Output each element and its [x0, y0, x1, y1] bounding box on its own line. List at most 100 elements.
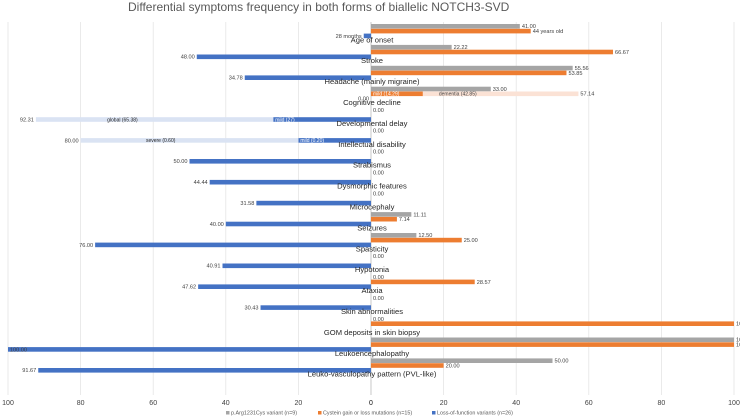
- value-label-arg: 22.22: [454, 45, 468, 51]
- legend-swatch-arg: [226, 411, 230, 415]
- bar-arg: [371, 86, 491, 92]
- segment-label-lof-rest: global (65.38): [107, 117, 138, 123]
- bar-cys: [371, 321, 734, 326]
- bar-arg: [371, 212, 412, 217]
- bar-arg: [371, 233, 417, 238]
- value-label-lof: 91.67: [22, 368, 36, 374]
- bar-lof: [256, 200, 371, 206]
- category-label: Seizures: [357, 223, 387, 232]
- value-label-arg: 100.00: [736, 338, 740, 344]
- gridlines: [7, 22, 735, 395]
- category-label: Age of onset: [351, 35, 395, 44]
- legend-swatch-cys: [318, 411, 322, 415]
- value-label-lof: 76.00: [79, 243, 93, 249]
- value-label-lof: 40.00: [210, 222, 224, 228]
- value-label-arg: 0.00: [373, 129, 384, 135]
- value-label-lof: 34.78: [229, 76, 243, 82]
- bar-lof: [196, 54, 371, 60]
- segment-label-cys: mild (14.29): [373, 92, 400, 98]
- segment-label-lof: mild (27): [275, 117, 295, 123]
- value-label-cys: 100.00: [736, 343, 740, 349]
- value-label-arg: 41.00: [522, 24, 536, 30]
- bar-arg: [371, 337, 734, 343]
- value-label-lof: 92.31: [20, 117, 34, 123]
- value-label-arg: 0.00: [373, 191, 384, 197]
- value-label-arg: 50.00: [555, 359, 569, 365]
- category-label: Hypotonia: [355, 265, 390, 274]
- bars: [8, 24, 734, 373]
- bar-arg: [371, 44, 452, 50]
- x-tick-right: 0: [369, 400, 373, 407]
- segment-label-lof-rest: severe (0.60): [146, 138, 176, 144]
- value-label-lof: 31.58: [240, 201, 254, 207]
- value-label-arg: 0.00: [373, 275, 384, 281]
- x-tick-right: 20: [440, 400, 448, 407]
- value-label-arg: 0.00: [373, 150, 384, 156]
- value-label-arg: 0.00: [373, 254, 384, 260]
- value-label-cys: 53.85: [568, 71, 582, 77]
- x-tick-left: 20: [295, 400, 303, 407]
- category-label: Skin abnormalities: [341, 307, 403, 316]
- x-tick-right: 80: [658, 400, 666, 407]
- category-label: Cognitive decline: [343, 98, 401, 107]
- value-label-lof: 40.91: [206, 264, 220, 270]
- legend-label-lof: Loss-of-function variants (n=26): [437, 411, 513, 417]
- bar-cys: [371, 237, 462, 243]
- value-label-lof: 28 months: [336, 34, 362, 40]
- bar-lof: [209, 179, 371, 185]
- x-tick-right: 100: [728, 400, 740, 407]
- category-label: Dysmorphic features: [337, 182, 407, 191]
- value-label-lof: 0.00: [358, 97, 369, 103]
- bar-cys: [371, 363, 444, 368]
- bar-lof: [244, 75, 371, 80]
- value-label-arg: 55.56: [575, 66, 589, 72]
- bar-lof: [198, 284, 371, 289]
- x-tick-left: 0: [369, 400, 373, 407]
- bar-cys-mild: [371, 91, 423, 97]
- value-label-cys: 57.14: [580, 92, 594, 98]
- bar-arg: [371, 65, 573, 71]
- segment-label-lof: mild (0.20): [300, 138, 324, 144]
- bar-lof: [38, 368, 371, 373]
- bar-lof: [222, 263, 371, 269]
- category-label: Stroke: [361, 56, 383, 65]
- value-label-arg: 0.00: [373, 171, 384, 177]
- value-label-cys: 44 years old: [533, 29, 563, 35]
- value-label-lof: 100.00: [10, 347, 27, 353]
- chart-title: Differential symptoms frequency in both …: [128, 0, 510, 14]
- value-label-arg: 0.00: [373, 108, 384, 114]
- value-label-cys: 66.67: [615, 50, 629, 56]
- bar-lof: [95, 242, 372, 248]
- category-label: Developmental delay: [337, 119, 408, 128]
- category-label: Leuko-vasculopathy pattern (PVL-like): [308, 370, 437, 379]
- category-label: Strabismus: [353, 161, 391, 170]
- value-label-lof: 80.00: [65, 138, 79, 144]
- value-label-arg: 12.50: [418, 233, 432, 239]
- legend-label-arg: p.Arg1231Cys variant (n=9): [231, 411, 297, 417]
- bar-lof: [8, 347, 371, 352]
- value-label-lof: 30.43: [245, 306, 259, 312]
- value-label-lof: 50.00: [174, 159, 188, 165]
- category-label: Intellectual disability: [338, 140, 406, 149]
- bar-lof: [260, 305, 371, 310]
- value-label-arg: 0.00: [373, 317, 384, 323]
- bar-lof: [189, 159, 371, 164]
- value-label-cys: 100.00: [736, 322, 740, 328]
- x-tick-left: 60: [149, 400, 157, 407]
- bar-arg: [371, 358, 553, 363]
- x-axis-ticks: 100 80 60 40 20 00 20 40 60 80 100: [2, 400, 740, 407]
- bar-cys: [371, 28, 531, 34]
- bar-lof: [225, 221, 371, 227]
- x-tick-left: 80: [77, 400, 85, 407]
- category-label: Spasticity: [356, 244, 389, 253]
- bar-lof-mild: [273, 117, 371, 122]
- bar-cys-rest: [422, 91, 579, 97]
- legend-label-cys: Cystein gain or loss mutations (n=15): [323, 411, 412, 417]
- x-tick-left: 40: [222, 400, 230, 407]
- value-label-cys: 25.00: [464, 238, 478, 244]
- legend-swatch-lof: [432, 411, 436, 415]
- category-label: GOM deposits in skin biopsy: [324, 328, 420, 337]
- bar-cys: [371, 342, 734, 347]
- value-label-lof: 44.44: [194, 180, 208, 186]
